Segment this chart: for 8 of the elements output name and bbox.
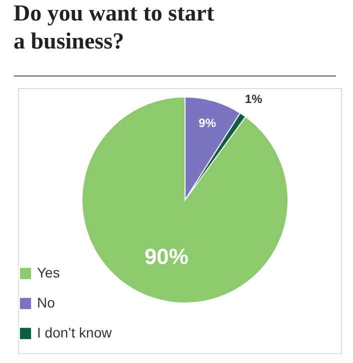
chart-title: Do you want to start a business? (14, 0, 214, 54)
data-label: 1% (244, 92, 263, 106)
legend-label: Yes (37, 264, 60, 280)
pie-slice (82, 96, 288, 304)
data-label: 90% (144, 244, 188, 270)
legend-label: No (37, 294, 56, 310)
legend-label: I don’t know (37, 324, 113, 340)
data-label: 9% (198, 116, 216, 130)
